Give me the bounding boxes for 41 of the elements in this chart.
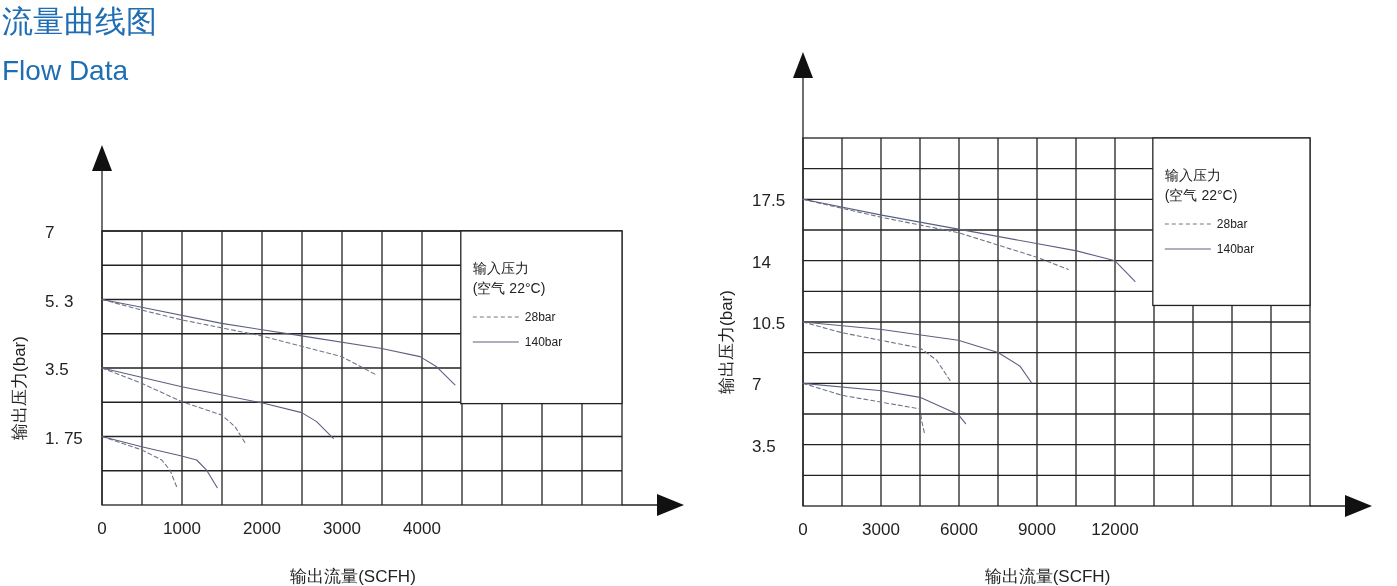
line-series (101, 367, 246, 444)
y-tick-label: 3.5 (752, 436, 776, 456)
y-tick-label: 7 (45, 223, 55, 242)
x-tick-label: 12000 (1091, 520, 1139, 539)
legend-title: 输入压力 (空气 22°C) (1164, 167, 1238, 203)
legend-label: 28bar (1216, 217, 1248, 231)
x-tick-label: 0 (97, 519, 107, 538)
chart-title: 流量曲线图 (2, 4, 157, 39)
line-series (101, 298, 378, 376)
y-tick-label: 17.5 (752, 191, 786, 211)
x-tick-label: 6000 (940, 520, 978, 539)
y-tick-label: 5. 3 (45, 291, 74, 311)
line-series (802, 198, 1069, 270)
line-series (101, 367, 334, 440)
line-series (802, 198, 1136, 282)
x-axis-title: 输出流量(SCFH) (984, 567, 1111, 586)
x-tick-label: 1000 (163, 519, 201, 538)
legend-label: 28bar (524, 310, 556, 324)
y-tick-label: 1. 75 (45, 428, 83, 448)
legend-label: 140bar (1216, 242, 1255, 256)
line-series (802, 321, 1033, 384)
x-tick-label: 0 (798, 520, 808, 539)
line-series (101, 298, 456, 386)
y-tick-label: 14 (752, 252, 771, 272)
x-tick-label: 9000 (1018, 520, 1056, 539)
x-tick-label: 2000 (243, 519, 281, 538)
x-tick-label: 3000 (323, 519, 361, 538)
legend-label: 140bar (524, 335, 563, 349)
line-series (802, 382, 925, 434)
y-tick-label: 3.5 (45, 360, 69, 379)
legend-title: 输入压力 (空气 22°C) (472, 260, 546, 296)
line-series (802, 382, 967, 425)
y-axis-title: 输出压力(bar) (717, 290, 736, 394)
x-axis-title: 输出流量(SCFH) (290, 567, 416, 586)
x-tick-label: 3000 (862, 520, 900, 539)
y-tick-label: 7 (752, 375, 762, 395)
line-series (101, 435, 218, 489)
chart-subtitle: Flow Data (2, 55, 129, 86)
y-axis-title: 输出压力(bar) (10, 336, 29, 440)
y-tick-label: 10.5 (752, 314, 786, 333)
x-tick-label: 4000 (403, 519, 441, 538)
